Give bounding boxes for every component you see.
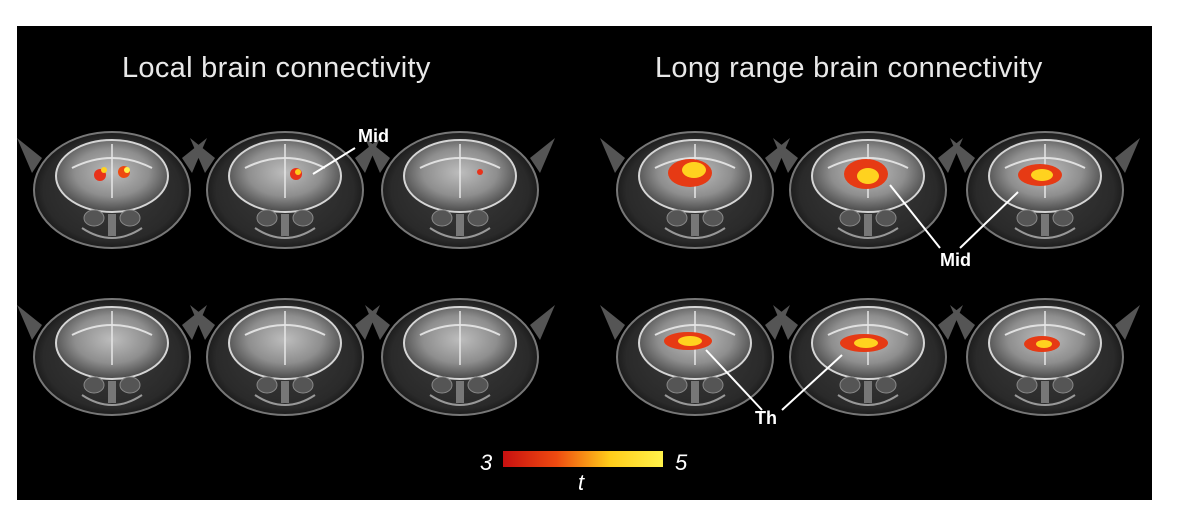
colorbar-variable-label: t xyxy=(578,470,585,495)
colorbar-max-label: 5 xyxy=(675,450,688,475)
brain-slice xyxy=(772,298,964,416)
brain-slice xyxy=(16,131,208,249)
label-th: Th xyxy=(755,408,777,428)
label-mid-left: Mid xyxy=(358,126,389,146)
panel-title-long-range: Long range brain connectivity xyxy=(655,52,1043,84)
colorbar xyxy=(503,451,663,467)
activation-blobs-local xyxy=(94,166,483,181)
colorbar-min-label: 3 xyxy=(480,450,493,475)
brain-slice xyxy=(364,131,556,249)
brain-slice xyxy=(364,298,556,416)
brain-slice xyxy=(599,298,791,416)
black-background xyxy=(17,26,1152,500)
panel-title-local: Local brain connectivity xyxy=(122,52,431,84)
brain-slice xyxy=(599,131,791,249)
annotation-lines xyxy=(312,147,1019,411)
brain-slice xyxy=(16,298,208,416)
brain-slice xyxy=(772,131,964,249)
activation-blobs-long xyxy=(664,159,1062,352)
brain-slice xyxy=(949,298,1141,416)
brain-slice xyxy=(189,298,381,416)
label-mid-right: Mid xyxy=(940,250,971,270)
